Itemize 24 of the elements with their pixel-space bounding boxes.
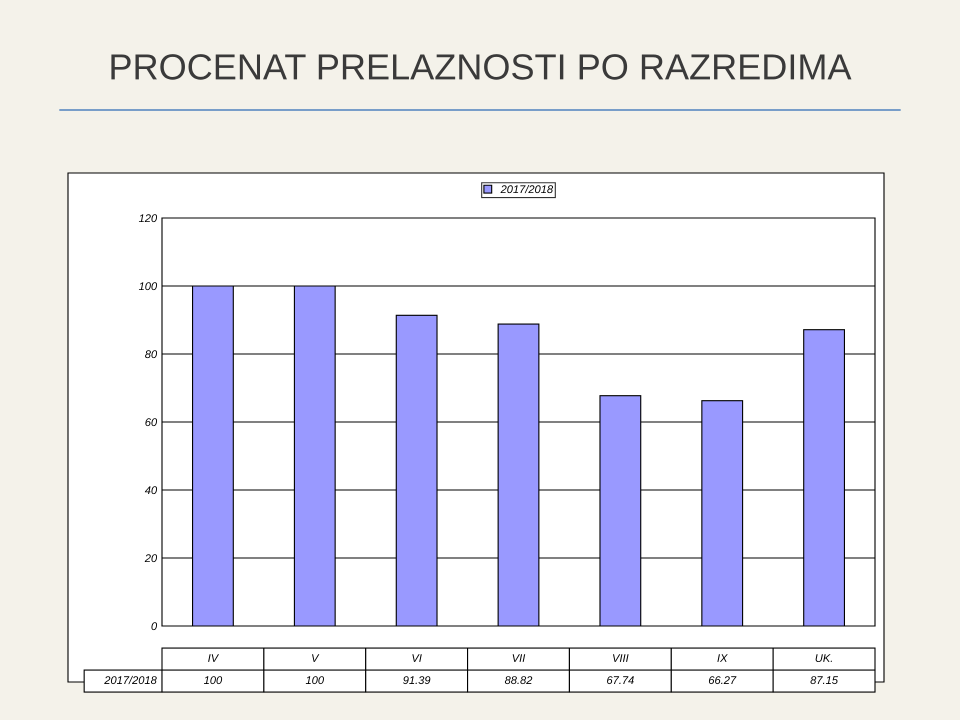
chart-title: PROCENAT PRELAZNOSTI PO RAZREDIMA — [111, 54, 852, 80]
data-label: 87.15 — [810, 676, 838, 684]
x-tick-label: IV — [208, 654, 220, 662]
data-label: 67.74 — [607, 676, 634, 684]
y-tick-label: 60 — [145, 418, 158, 426]
data-label: 100 — [306, 676, 324, 684]
data-label: 66.27 — [708, 676, 736, 684]
data-label: 100 — [204, 676, 222, 684]
y-tick-label: 20 — [144, 554, 158, 562]
x-tick-label: VII — [512, 654, 526, 662]
legend-label: 2017/2018 — [500, 184, 554, 194]
x-tick-label: UK. — [816, 654, 832, 662]
data-label: 88.82 — [504, 676, 532, 684]
y-tick-label: 0 — [151, 622, 158, 630]
y-tick-label: 120 — [138, 214, 158, 222]
x-tick-label: V — [312, 654, 320, 662]
x-tick-label: VIII — [612, 654, 629, 662]
y-tick-label: 100 — [138, 282, 158, 290]
data-label: 91.39 — [403, 676, 430, 684]
text: 2017/2018 — [104, 676, 157, 684]
y-tick-label: 80 — [145, 350, 158, 358]
y-tick-label: 40 — [144, 486, 158, 494]
x-tick-label: VI — [412, 654, 422, 662]
x-tick-label: IX — [717, 654, 728, 662]
